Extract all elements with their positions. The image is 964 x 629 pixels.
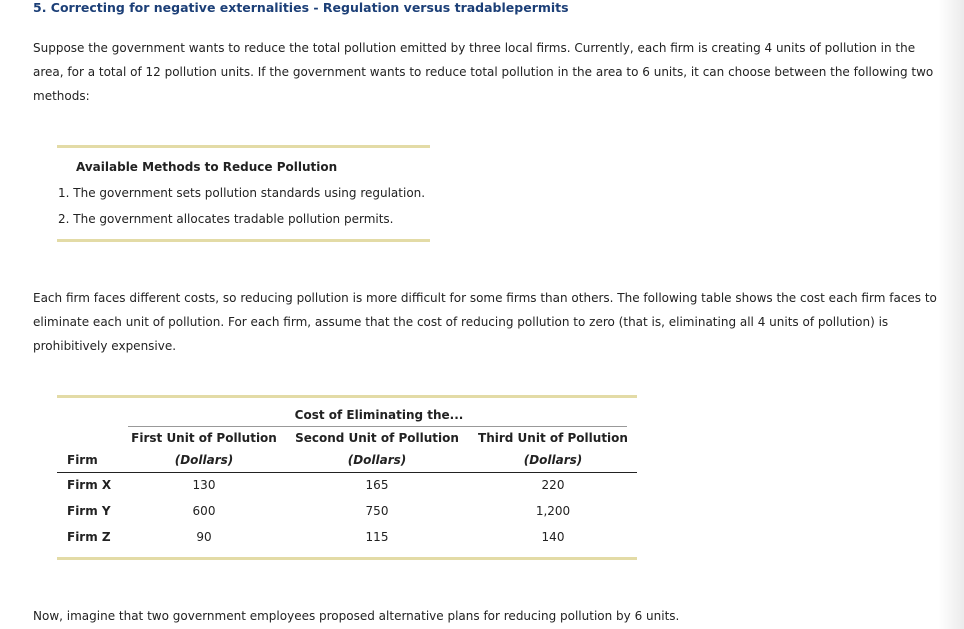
table-cell: 600 bbox=[192, 504, 216, 518]
column-header: Third Unit of Pollution bbox=[478, 431, 628, 445]
group-rule bbox=[128, 426, 627, 427]
table-cell: 140 bbox=[541, 530, 565, 544]
box-title: Available Methods to Reduce Pollution bbox=[76, 160, 338, 174]
table-cell: 1,200 bbox=[535, 504, 571, 518]
intro: Suppose the government wants to reduce t… bbox=[33, 41, 934, 103]
edge-shadow bbox=[938, 0, 964, 629]
table-rule bbox=[57, 557, 637, 560]
box-rule bbox=[57, 145, 430, 148]
row-label: Firm X bbox=[67, 478, 112, 492]
method-item: 1. The government sets pollution standar… bbox=[58, 186, 426, 200]
box-rule bbox=[57, 239, 430, 242]
table-cell: 115 bbox=[365, 530, 389, 544]
table-cell: 165 bbox=[365, 478, 389, 492]
column-header: Firm bbox=[67, 453, 98, 467]
table-cell: 90 bbox=[196, 530, 212, 544]
title: 5. Correcting for negative externalities… bbox=[33, 0, 569, 15]
column-unit: (Dollars) bbox=[347, 453, 407, 467]
table-rule bbox=[57, 395, 637, 398]
column-header: Second Unit of Pollution bbox=[295, 431, 459, 445]
column-unit: (Dollars) bbox=[523, 453, 583, 467]
group-header: Cost of Eliminating the... bbox=[294, 408, 464, 422]
table-cell: 750 bbox=[365, 504, 389, 518]
row-label: Firm Z bbox=[67, 530, 111, 544]
column-header: First Unit of Pollution bbox=[131, 431, 277, 445]
header-rule bbox=[57, 472, 637, 473]
table-cell: 130 bbox=[192, 478, 216, 492]
row-label: Firm Y bbox=[67, 504, 111, 518]
closing: Now, imagine that two government employe… bbox=[33, 609, 680, 623]
cost-paragraph: Each firm faces different costs, so redu… bbox=[33, 291, 937, 353]
column-unit: (Dollars) bbox=[174, 453, 234, 467]
method-item: 2. The government allocates tradable pol… bbox=[58, 212, 394, 226]
table-cell: 220 bbox=[541, 478, 565, 492]
